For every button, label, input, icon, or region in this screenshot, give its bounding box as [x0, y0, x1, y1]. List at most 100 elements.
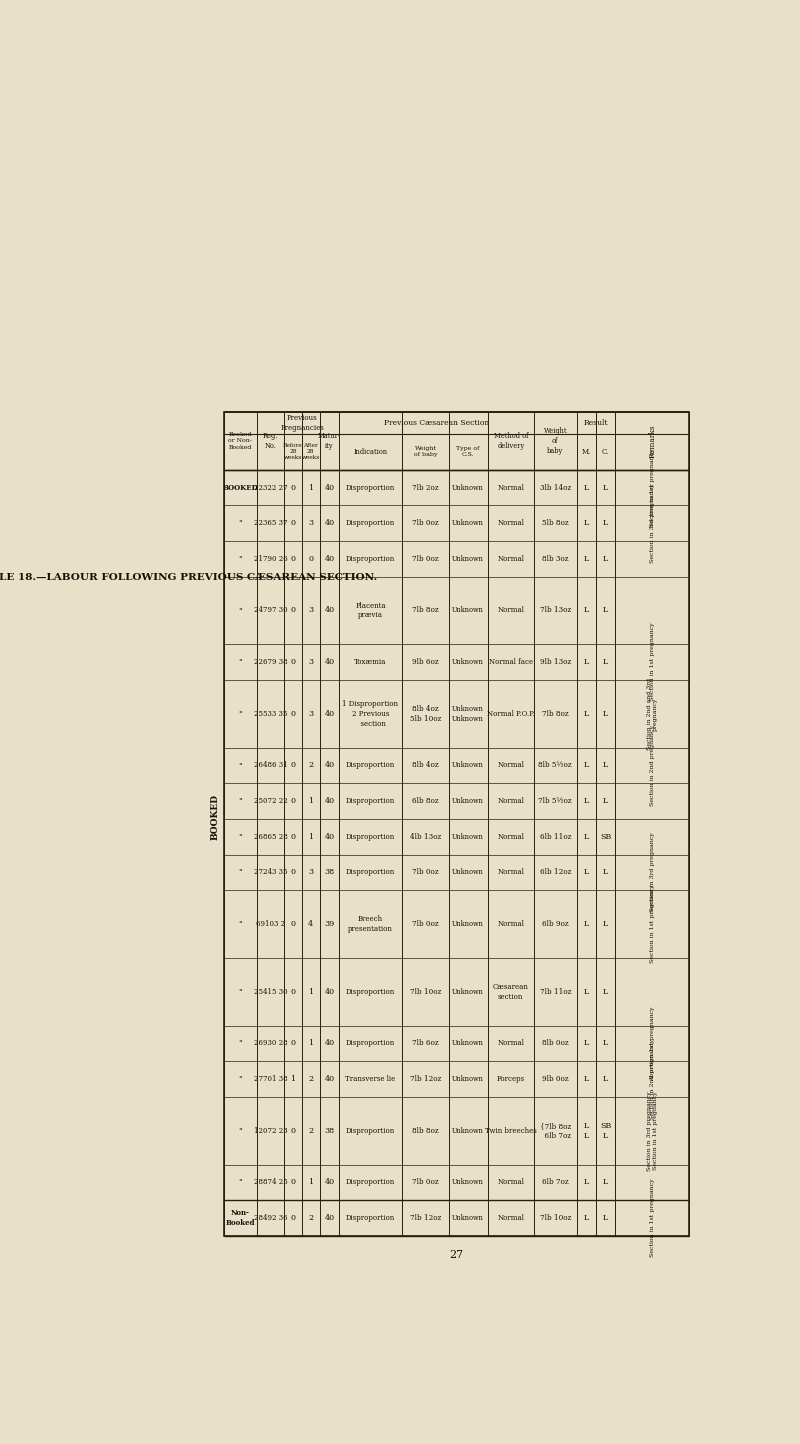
Text: 8lb 0oz: 8lb 0oz [542, 1040, 569, 1047]
Text: 21790 26: 21790 26 [254, 554, 287, 563]
Text: 3: 3 [308, 520, 314, 527]
Text: Unknown: Unknown [452, 833, 484, 840]
Text: L: L [584, 1178, 589, 1187]
Text: L: L [603, 1076, 608, 1083]
Text: 4lb 13oz: 4lb 13oz [410, 833, 441, 840]
Text: 4: 4 [308, 920, 314, 928]
Text: L: L [603, 520, 608, 527]
Text: 69103 2: 69103 2 [256, 920, 285, 928]
Text: 0: 0 [290, 868, 295, 877]
Text: ": " [238, 1178, 242, 1187]
Text: Before
28
weeks: Before 28 weeks [283, 443, 302, 461]
Text: L: L [603, 797, 608, 806]
Text: 1: 1 [308, 988, 314, 996]
Text: L: L [603, 988, 608, 996]
Text: Unknown: Unknown [452, 520, 484, 527]
Text: 9lb 6oz: 9lb 6oz [412, 658, 439, 666]
Text: Normal: Normal [498, 920, 524, 928]
Text: 0: 0 [290, 484, 295, 491]
Text: Normal: Normal [498, 1040, 524, 1047]
Text: L: L [603, 920, 608, 928]
Text: {7lb 8oz
  6lb 7oz: {7lb 8oz 6lb 7oz [540, 1122, 571, 1139]
Text: Unknown: Unknown [452, 606, 484, 615]
Text: Section in 3rd pregnancy
Section in 1st pregnancy: Section in 3rd pregnancy Section in 1st … [646, 1090, 658, 1171]
Text: Unknown: Unknown [452, 797, 484, 806]
Text: Unknown
Unknown: Unknown Unknown [452, 705, 484, 723]
Text: Matur-
ity: Matur- ity [318, 432, 341, 449]
Text: Abortion 1st pregnancy: Abortion 1st pregnancy [650, 1006, 654, 1080]
Text: 26930 28: 26930 28 [254, 1040, 287, 1047]
Text: Weight
of
baby: Weight of baby [543, 427, 567, 455]
Text: L: L [603, 658, 608, 666]
Text: Unknown: Unknown [452, 1040, 484, 1047]
Text: Previous Cæsarean Section: Previous Cæsarean Section [384, 419, 489, 427]
Text: 0: 0 [290, 520, 295, 527]
Text: 40: 40 [324, 988, 334, 996]
Text: L: L [603, 554, 608, 563]
Text: 28492 36: 28492 36 [254, 1214, 287, 1222]
Text: L: L [603, 761, 608, 770]
Text: L: L [603, 1040, 608, 1047]
Text: Disproportion: Disproportion [346, 1040, 395, 1047]
Text: 0: 0 [290, 797, 295, 806]
Text: 9lb 0oz: 9lb 0oz [542, 1076, 569, 1083]
Text: 25533 35: 25533 35 [254, 710, 287, 718]
Text: L: L [584, 710, 589, 718]
Text: ": " [238, 520, 242, 527]
Text: 8lb 4oz
5lb 10oz: 8lb 4oz 5lb 10oz [410, 705, 441, 723]
Text: 6lb 9oz: 6lb 9oz [542, 920, 569, 928]
Text: L: L [584, 658, 589, 666]
Text: BOOKED: BOOKED [222, 484, 258, 491]
Text: 7lb 8oz: 7lb 8oz [542, 710, 569, 718]
Text: 0: 0 [290, 1126, 295, 1135]
Text: 2: 2 [308, 1126, 314, 1135]
Text: 26486 31: 26486 31 [254, 761, 287, 770]
Text: Normal: Normal [498, 868, 524, 877]
Text: Disproportion: Disproportion [346, 797, 395, 806]
Text: 22365 37: 22365 37 [254, 520, 287, 527]
Text: Normal: Normal [498, 833, 524, 840]
Text: Section in 1st pregnancy: Section in 1st pregnancy [650, 885, 654, 963]
Text: L: L [584, 554, 589, 563]
Text: L
L: L L [584, 1122, 589, 1139]
Text: BOOKED: BOOKED [210, 794, 219, 840]
Text: Disproportion: Disproportion [346, 484, 395, 491]
Text: L: L [584, 1040, 589, 1047]
Text: L: L [603, 1178, 608, 1187]
Text: Toxæmia: Toxæmia [354, 658, 386, 666]
Text: Unknown: Unknown [452, 1214, 484, 1222]
Text: 40: 40 [324, 1214, 334, 1222]
Text: Section in 2nd pregnancy: Section in 2nd pregnancy [650, 1038, 654, 1119]
Text: L: L [584, 520, 589, 527]
Text: Result: Result [584, 419, 608, 427]
Text: 9lb 13oz: 9lb 13oz [540, 658, 571, 666]
Text: Disproportion: Disproportion [346, 988, 395, 996]
Text: 40: 40 [324, 1040, 334, 1047]
Text: Unknown: Unknown [452, 988, 484, 996]
Text: ": " [238, 1040, 242, 1047]
Text: 3lb 14oz: 3lb 14oz [540, 484, 571, 491]
Text: Section in 1st pregnancy: Section in 1st pregnancy [650, 1178, 654, 1258]
Text: 1: 1 [308, 797, 314, 806]
Text: ": " [238, 606, 242, 615]
Text: Unknown: Unknown [452, 1126, 484, 1135]
Text: 7lb 2oz: 7lb 2oz [412, 484, 439, 491]
Text: 24797 30: 24797 30 [254, 606, 287, 615]
Text: 0: 0 [290, 988, 295, 996]
Text: 7lb 6oz: 7lb 6oz [412, 1040, 439, 1047]
Text: Previous
Pregnancies: Previous Pregnancies [280, 414, 324, 432]
Text: M.: M. [582, 448, 591, 456]
Text: 0: 0 [290, 1214, 295, 1222]
Text: 26865 28: 26865 28 [254, 833, 287, 840]
Text: Unknown: Unknown [452, 1178, 484, 1187]
Text: L: L [603, 710, 608, 718]
Text: 40: 40 [324, 1178, 334, 1187]
Text: Disproportion: Disproportion [346, 520, 395, 527]
Text: Disproportion: Disproportion [346, 833, 395, 840]
Text: 40: 40 [324, 606, 334, 615]
Text: 12072 23: 12072 23 [254, 1126, 287, 1135]
Text: Normal: Normal [498, 520, 524, 527]
Text: 7lb 0oz: 7lb 0oz [412, 1178, 439, 1187]
Text: L: L [603, 1214, 608, 1222]
Text: Cæsarean
section: Cæsarean section [493, 983, 529, 1001]
